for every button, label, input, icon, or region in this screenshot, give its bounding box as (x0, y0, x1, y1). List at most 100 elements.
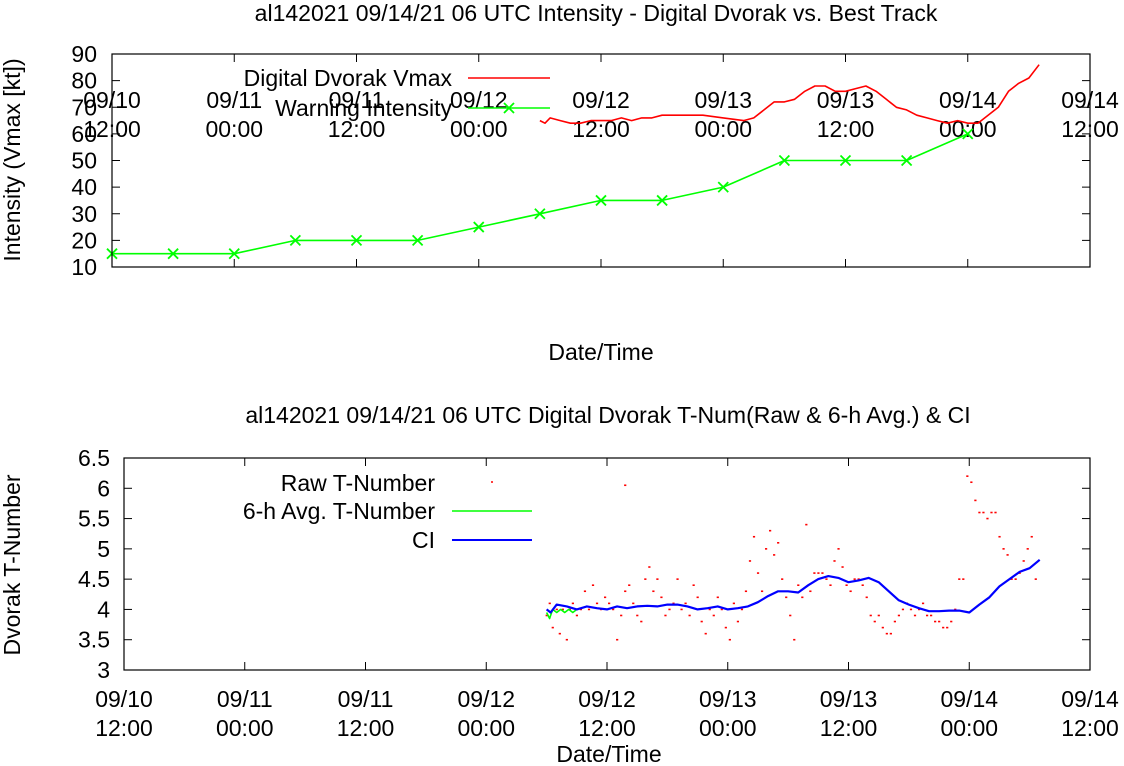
xtick-time-label: 00:00 (457, 715, 515, 741)
point-raw-t-number (889, 632, 892, 635)
point-raw-t-number (797, 584, 800, 586)
legend-swatch-raw-tnumber (491, 481, 493, 483)
point-raw-t-number (696, 596, 699, 599)
point-raw-t-number (998, 535, 1001, 538)
point-raw-t-number (861, 584, 864, 586)
legend-label-raw-tnumber: Raw T-Number (281, 470, 436, 496)
ytick-label: 4.5 (78, 566, 110, 592)
ytick-label: 30 (71, 201, 97, 227)
point-warning-intensity (900, 154, 913, 167)
point-warning-intensity (962, 128, 974, 140)
series-line-warning-intensity (112, 133, 969, 255)
point-warning-intensity (839, 154, 852, 167)
point-raw-t-number (801, 596, 804, 599)
point-raw-t-number (1030, 535, 1033, 538)
point-raw-t-number (760, 590, 764, 593)
point-raw-t-number (644, 578, 647, 580)
point-raw-t-number (873, 620, 876, 623)
point-raw-t-number (901, 608, 905, 611)
point-raw-t-number (885, 632, 888, 635)
xtick-time-label: 12:00 (95, 715, 153, 741)
xtick-time-label: 00:00 (205, 116, 263, 142)
intensity-chart-ticks: 10203040506070809009/1012:0009/1100:0009… (71, 41, 1119, 280)
point-raw-t-number (624, 590, 627, 593)
tnumber-chart: al142021 09/14/21 06 UTC Digital Dvorak … (0, 402, 1119, 766)
point-raw-t-number (921, 602, 925, 605)
point-warning-intensity (778, 154, 791, 167)
legend-label-6h-avg-tnumber: 6-h Avg. T-Number (243, 498, 436, 524)
point-raw-t-number (752, 535, 756, 538)
point-raw-t-number (632, 602, 635, 605)
ytick-label: 70 (71, 94, 97, 120)
point-raw-t-number (773, 554, 776, 556)
tnumber-chart-xlabel: Date/Time (556, 741, 661, 766)
intensity-chart-legend: Digital Dvorak Vmax Warning Intensity (244, 65, 550, 121)
point-raw-t-number (624, 484, 627, 487)
intensity-chart-ylabel: Intensity (Vmax [kt]) (0, 58, 25, 261)
point-raw-t-number (571, 602, 574, 605)
point-raw-t-number (1022, 560, 1025, 562)
ytick-label: 10 (71, 254, 97, 280)
series-line-6-h-avg-t-number (545, 608, 578, 620)
point-warning-intensity (717, 181, 729, 193)
point-raw-t-number (954, 608, 957, 611)
point-warning-intensity (289, 234, 302, 247)
ytick-label: 3 (97, 657, 110, 683)
xtick-date-label: 09/11 (329, 87, 385, 113)
point-warning-intensity (473, 221, 485, 233)
legend-label-warning-intensity: Warning Intensity (275, 95, 452, 121)
intensity-chart-frame (111, 53, 1091, 268)
xtick-date-label: 09/12 (450, 87, 508, 113)
point-raw-t-number (1034, 578, 1037, 580)
point-raw-t-number (712, 614, 715, 617)
point-raw-t-number (986, 517, 989, 520)
point-raw-t-number (676, 578, 679, 580)
xtick-time-label: 12:00 (328, 116, 386, 142)
point-raw-t-number (930, 614, 933, 617)
legend-label-ci: CI (412, 527, 435, 553)
point-raw-t-number (555, 608, 558, 611)
point-raw-t-number (561, 608, 564, 611)
series-line-digital-dvorak-vmax (539, 64, 1040, 124)
point-raw-t-number (640, 620, 643, 623)
point-raw-t-number (877, 614, 880, 617)
point-raw-t-number (664, 614, 667, 617)
point-warning-intensity (350, 234, 363, 247)
point-raw-t-number (656, 578, 659, 580)
point-raw-t-number (962, 578, 965, 580)
point-raw-t-number (591, 584, 595, 586)
point-raw-t-number (837, 548, 840, 550)
point-raw-t-number (857, 578, 860, 580)
point-raw-t-number (558, 632, 561, 635)
point-raw-t-number (978, 511, 981, 514)
point-raw-t-number (994, 511, 997, 514)
point-raw-t-number (966, 475, 969, 477)
point-raw-t-number (781, 578, 784, 580)
point-raw-t-number (565, 638, 568, 641)
point-raw-t-number (946, 626, 949, 629)
point-raw-t-number (692, 584, 695, 586)
tnumber-chart-ylabel: Dvorak T-Number (0, 474, 25, 655)
point-raw-t-number (748, 560, 752, 562)
point-warning-intensity (167, 248, 179, 260)
point-raw-t-number (909, 608, 913, 611)
point-raw-t-number (793, 638, 796, 641)
point-raw-t-number (829, 584, 832, 586)
point-raw-t-number (680, 608, 683, 611)
xtick-time-label: 00:00 (216, 715, 274, 741)
point-raw-t-number (934, 620, 937, 623)
point-raw-t-number (688, 614, 691, 617)
point-raw-t-number (545, 614, 548, 617)
point-raw-t-number (777, 542, 780, 544)
point-raw-t-number (583, 590, 587, 593)
point-raw-t-number (575, 614, 579, 617)
point-raw-t-number (865, 596, 868, 599)
tnumber-chart-legend: Raw T-Number 6-h Avg. T-Number CI (243, 470, 532, 553)
xtick-date-label: 09/11 (338, 686, 394, 712)
point-raw-t-number (684, 602, 687, 605)
point-raw-t-number (813, 572, 816, 574)
point-raw-t-number (648, 566, 651, 568)
ytick-label: 5 (97, 536, 110, 562)
point-raw-t-number (660, 596, 663, 599)
point-raw-t-number (845, 584, 848, 586)
